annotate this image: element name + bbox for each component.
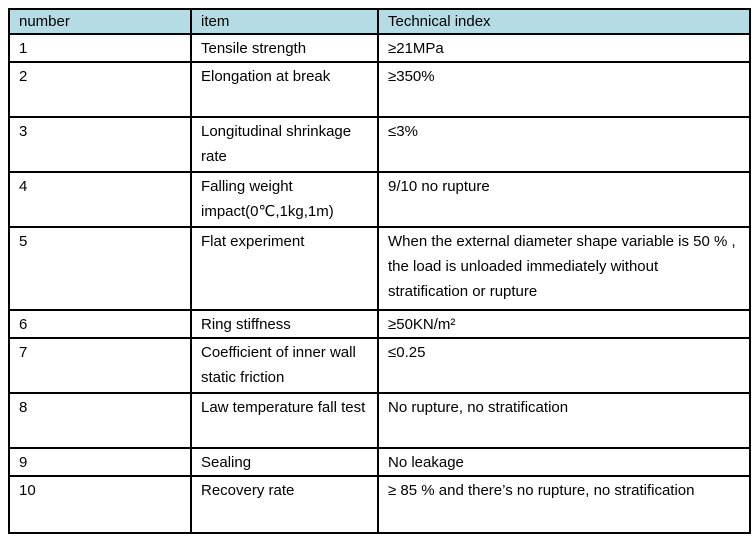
cell-index: ≥21MPa: [377, 33, 751, 63]
cell-index: ≥350%: [377, 61, 751, 118]
header-row: number item Technical index: [8, 8, 751, 35]
column-header-number: number: [8, 8, 192, 35]
cell-index: When the external diameter shape variabl…: [377, 226, 751, 311]
cell-index: No leakage: [377, 447, 751, 477]
column-header-technical-index: Technical index: [377, 8, 751, 35]
cell-item: Coefficient of inner wall static frictio…: [190, 337, 379, 394]
cell-number: 8: [8, 392, 192, 449]
table-row: 2 Elongation at break ≥350%: [8, 61, 751, 118]
table-row: 3 Longitudinal shrinkage rate ≤3%: [8, 116, 751, 173]
cell-item: Longitudinal shrinkage rate: [190, 116, 379, 173]
table-row: 6 Ring stiffness ≥50KN/m²: [8, 309, 751, 339]
cell-item: Elongation at break: [190, 61, 379, 118]
table-row: 7 Coefficient of inner wall static frict…: [8, 337, 751, 394]
cell-item: Law temperature fall test: [190, 392, 379, 449]
cell-index: ≤3%: [377, 116, 751, 173]
column-header-item: item: [190, 8, 379, 35]
technical-index-table: number item Technical index 1 Tensile st…: [8, 8, 751, 534]
cell-number: 9: [8, 447, 192, 477]
cell-number: 6: [8, 309, 192, 339]
table-row: 10 Recovery rate ≥ 85 % and there’s no r…: [8, 475, 751, 534]
cell-index: ≥50KN/m²: [377, 309, 751, 339]
cell-item: Sealing: [190, 447, 379, 477]
cell-number: 2: [8, 61, 192, 118]
cell-index: ≤0.25: [377, 337, 751, 394]
cell-item: Falling weight impact(0℃,1kg,1m): [190, 171, 379, 228]
table-row: 9 Sealing No leakage: [8, 447, 751, 477]
cell-item: Recovery rate: [190, 475, 379, 534]
cell-number: 4: [8, 171, 192, 228]
table-row: 1 Tensile strength ≥21MPa: [8, 33, 751, 63]
cell-number: 10: [8, 475, 192, 534]
table-row: 8 Law temperature fall test No rupture, …: [8, 392, 751, 449]
cell-index: 9/10 no rupture: [377, 171, 751, 228]
cell-number: 3: [8, 116, 192, 173]
cell-item: Ring stiffness: [190, 309, 379, 339]
cell-index: ≥ 85 % and there’s no rupture, no strati…: [377, 475, 751, 534]
table-row: 4 Falling weight impact(0℃,1kg,1m) 9/10 …: [8, 171, 751, 228]
cell-number: 5: [8, 226, 192, 311]
cell-number: 1: [8, 33, 192, 63]
cell-index: No rupture, no stratification: [377, 392, 751, 449]
cell-item: Tensile strength: [190, 33, 379, 63]
cell-item: Flat experiment: [190, 226, 379, 311]
table-row: 5 Flat experiment When the external diam…: [8, 226, 751, 311]
cell-number: 7: [8, 337, 192, 394]
